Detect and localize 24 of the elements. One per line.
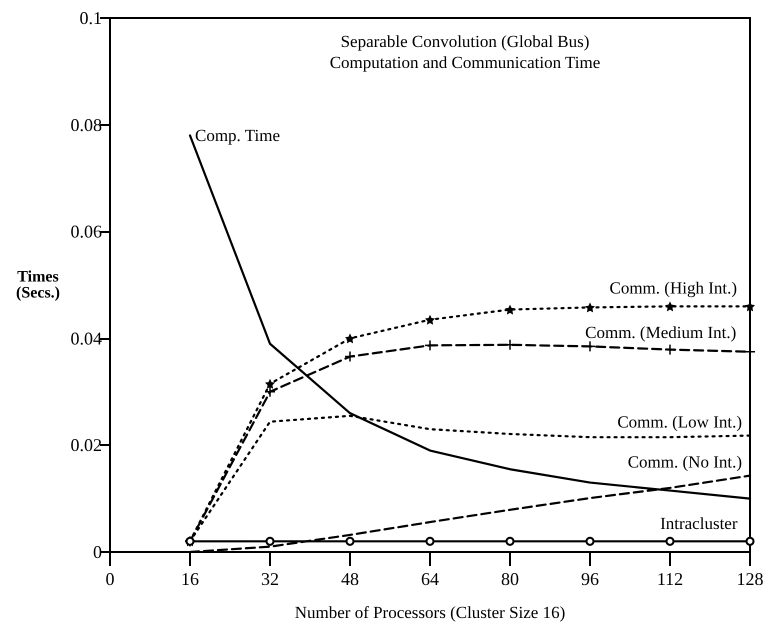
x-tick-label: 96 [581,569,599,589]
y-axis-title: Times (Secs.) [16,268,60,302]
series-label: Intracluster [660,514,738,533]
y-tick-label: 0.1 [80,8,102,28]
series-label: Comm. (Low Int.) [617,412,742,432]
y-tick-label: 0.08 [70,114,102,135]
x-tick-label: 32 [261,569,279,589]
x-tick-label: 112 [656,569,684,589]
x-tick-label: 128 [736,569,764,589]
series-label: Comm. (No Int.) [628,452,742,472]
y-tick-label: 0.06 [70,222,102,242]
y-tick-label: 0.04 [70,328,102,348]
x-tick-label: 0 [106,569,114,589]
series-label: Comp. Time [195,126,280,145]
text: Separable Convolution (Global Bus) [340,32,590,51]
x-tick-label: 64 [421,569,439,589]
x-tick-label: 16 [181,569,199,589]
x-tick-label: 48 [341,569,359,589]
x-tick-label: 80 [501,569,519,589]
series-label: Comm. (Medium Int.) [585,323,736,342]
text: Computation and Communication Time [330,53,600,72]
x-axis-title: Number of Processors (Cluster Size 16) [294,603,566,622]
series-label: Comm. (High Int.) [610,278,737,298]
y-tick-label: 0.02 [70,435,102,456]
